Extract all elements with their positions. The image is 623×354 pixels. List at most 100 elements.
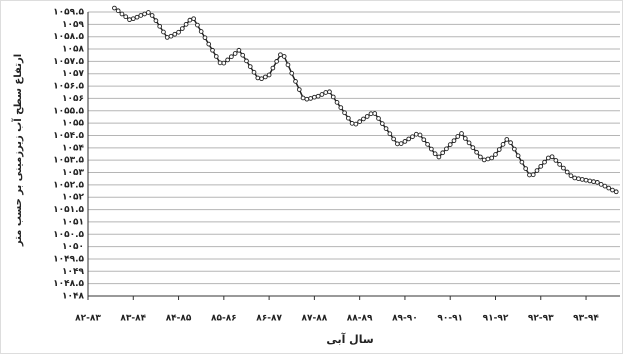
point [379,121,385,126]
point [119,11,125,17]
point [345,115,351,121]
point [157,23,163,29]
point [421,137,427,143]
point [478,154,483,160]
point [357,119,363,124]
point [523,166,529,171]
point [161,29,166,35]
x-tick-label: ۸۵-۸۶ [211,314,237,324]
point [361,116,366,122]
point [240,52,246,58]
y-tick-label: ۱۰۵۸.۵ [53,32,84,42]
point [262,74,268,80]
point [583,177,589,183]
point [168,33,174,39]
point [489,155,495,161]
point [164,35,170,40]
x-axis-title: سال آبی [326,332,373,346]
point [455,134,461,139]
y-tick-label: ۱۰۵۲ [62,193,84,203]
point [542,159,547,165]
y-tick-label: ۱۰۵۴.۵ [53,131,84,141]
point [425,142,430,147]
y-tick-label: ۱۰۵۹.۵ [53,8,84,18]
point [327,89,332,95]
point [376,116,381,121]
point [217,60,223,66]
y-tick-label: ۱۰۵۹ [62,20,84,30]
y-tick-label: ۱۰۵۰ [62,242,84,252]
y-tick-label: ۱۰۵۶.۵ [53,82,84,92]
point [610,187,615,193]
point [500,142,506,147]
point [496,147,502,152]
y-tick-label: ۱۰۵۴ [62,143,84,153]
point [564,169,570,175]
point [353,121,359,127]
x-tick-label: ۸۴-۸۵ [166,314,192,324]
point [561,165,566,171]
point [225,57,230,63]
point [372,111,378,116]
x-tick-label: ۸۲-۸۳ [75,314,101,324]
y-tick-label: ۱۰۵۷ [62,69,84,79]
point [576,176,581,182]
point [602,183,608,189]
point [146,10,151,15]
point [213,54,219,59]
y-tick-label: ۱۰۴۹.۵ [53,254,84,264]
point [274,59,280,64]
point [417,132,423,138]
point [406,136,412,142]
point [451,138,457,144]
point [270,65,276,71]
point [315,93,321,99]
point [515,153,521,159]
point [549,154,555,160]
y-tick-label: ۱۰۵۵ [62,119,84,129]
point [179,26,185,31]
point [598,182,604,187]
point [172,31,178,37]
point [300,95,306,101]
point [191,16,196,22]
point [278,52,283,58]
point [183,21,189,27]
point [134,14,140,20]
y-tick-label: ۱۰۵۶ [62,94,84,104]
point [198,29,204,34]
point [123,14,129,20]
point [413,131,419,137]
x-tick-label: ۸۷-۸۸ [302,314,328,324]
y-tick-label: ۱۰۴۸.۵ [53,279,84,289]
y-tick-label: ۱۰۵۷.۵ [53,57,84,67]
point [579,177,585,182]
y-tick-label: ۱۰۵۱ [62,217,84,227]
point [202,35,208,41]
point [545,155,551,161]
point [349,121,355,126]
point [444,146,449,152]
point [474,149,479,155]
x-tick-label: ۹۲-۹۳ [528,314,554,324]
point [534,168,540,173]
point [432,151,438,157]
point [508,140,513,145]
point [572,175,578,181]
x-tick-label: ۹۰-۹۱ [437,314,463,324]
point [112,5,117,11]
point [481,157,487,163]
x-tick-label: ۸۹-۹۰ [392,314,418,324]
point [470,145,476,150]
point [210,47,215,53]
point [428,146,434,152]
point [410,134,415,140]
point [568,173,574,179]
point [538,163,544,169]
point [308,96,313,101]
point [259,76,264,82]
point [232,51,238,56]
point [485,156,491,162]
point [255,75,261,81]
point [466,140,472,146]
